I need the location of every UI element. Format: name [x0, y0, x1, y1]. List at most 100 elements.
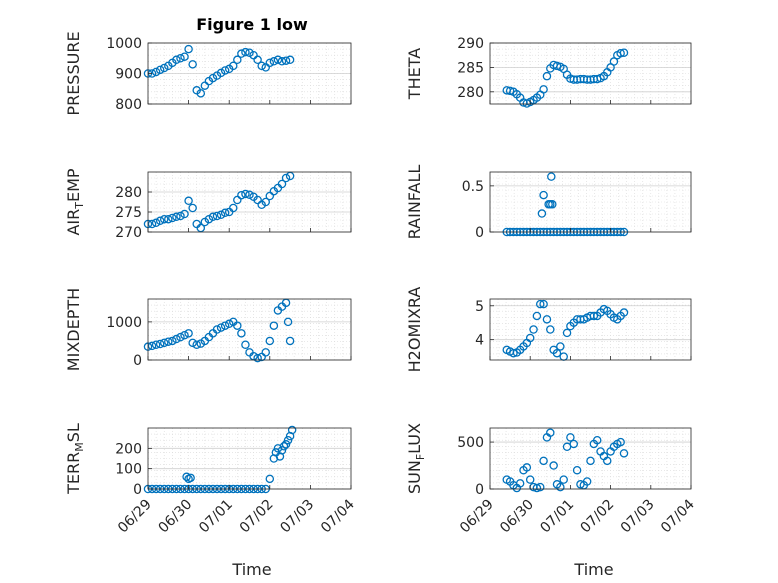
data-point	[168, 213, 177, 223]
data-point	[237, 49, 246, 58]
data-point	[277, 179, 287, 189]
data-point	[172, 212, 181, 222]
data-point	[546, 325, 555, 334]
x-axis-label-left: Time	[231, 560, 271, 579]
panel-sun_flux: 0 500 06/29 06/30 07/01 07/02 07/03 07/04 SUNFLU…	[405, 423, 698, 536]
data-point	[212, 325, 222, 334]
data-point	[176, 332, 185, 342]
data-point	[186, 473, 195, 483]
data-point	[619, 449, 629, 458]
panel-air_temp: 270 275 280 AIRTEMP	[64, 168, 352, 241]
y-tick-label: 0	[133, 353, 142, 369]
x-tick-label: 06/29	[457, 497, 497, 537]
y-tick-label: 280	[457, 85, 484, 101]
data-point	[265, 58, 275, 68]
data-point	[525, 475, 535, 484]
data-point	[196, 89, 206, 98]
data-point	[548, 200, 557, 209]
data-point	[159, 338, 169, 348]
data-point	[172, 55, 181, 65]
data-point	[281, 173, 291, 183]
x-tick-label: 07/01	[537, 497, 577, 537]
data-point	[155, 216, 165, 226]
data-point	[237, 329, 246, 338]
data-point	[192, 340, 201, 349]
data-point	[277, 57, 287, 66]
data-point	[281, 440, 291, 449]
data-point	[233, 321, 242, 330]
x-tick-label: 07/02	[237, 497, 277, 537]
data-point	[589, 311, 599, 321]
data-point	[619, 308, 629, 317]
x-tick-label: 07/04	[658, 496, 698, 536]
data-point	[552, 348, 562, 358]
y-tick-label: 4	[475, 333, 484, 349]
data-point	[164, 214, 173, 224]
y-tick-label: 500	[457, 435, 484, 451]
data-point	[616, 437, 625, 447]
data-point	[539, 85, 548, 94]
data-point	[151, 67, 161, 77]
data-point	[285, 336, 295, 346]
y-axis-label: MIXDEPTH	[64, 288, 83, 371]
series-markers	[502, 299, 629, 361]
panel-theta: 280 285 290 THETA	[405, 36, 692, 108]
data-point	[586, 456, 595, 466]
data-point	[542, 315, 552, 324]
data-point	[283, 435, 293, 445]
data-point	[159, 63, 169, 73]
data-point	[208, 212, 218, 222]
x-tick-label: 07/04	[318, 496, 358, 536]
data-point	[184, 329, 193, 338]
y-tick-label: 5	[475, 299, 484, 315]
axes-box	[489, 427, 692, 490]
data-point	[546, 428, 555, 437]
data-point	[155, 339, 165, 349]
data-point	[184, 44, 193, 54]
x-tick-label: 07/03	[618, 497, 658, 537]
y-axis-label: H2OMIXRA	[405, 287, 424, 373]
data-point	[216, 323, 226, 332]
panel-terr_msl: 0 100 200 06/29 06/30 07/01 07/02 07/03 07/04 TER…	[64, 423, 358, 536]
data-point	[229, 203, 238, 213]
data-point	[542, 71, 552, 81]
data-point	[619, 48, 629, 58]
data-point	[257, 61, 266, 71]
data-point	[233, 55, 242, 65]
data-point	[220, 66, 230, 75]
data-point	[241, 340, 250, 349]
data-point	[572, 465, 582, 475]
data-point	[562, 328, 572, 338]
data-point	[279, 442, 289, 451]
data-point	[229, 61, 238, 71]
data-point	[509, 348, 518, 358]
data-point	[253, 353, 262, 363]
data-point	[505, 86, 515, 96]
data-point	[261, 348, 270, 357]
y-tick-label: 270	[115, 225, 142, 241]
y-axis-label: TERRMSL	[64, 423, 86, 495]
data-point	[592, 74, 602, 84]
data-point	[603, 456, 612, 466]
data-point	[269, 321, 279, 330]
x-tick-label: 06/30	[156, 497, 196, 537]
data-point	[536, 299, 545, 309]
data-point	[532, 311, 542, 321]
data-point	[616, 48, 625, 58]
data-point	[522, 463, 532, 472]
grid-lines	[490, 299, 691, 360]
data-point	[592, 435, 602, 445]
y-tick-label: 1000	[106, 36, 142, 52]
data-point	[147, 219, 157, 229]
data-point	[180, 52, 189, 61]
data-point	[287, 425, 297, 435]
panel-pressure: 800 900 1000 PRESSURE	[64, 31, 352, 116]
data-point	[556, 342, 565, 351]
data-point	[525, 333, 535, 343]
data-point	[168, 336, 177, 346]
data-point	[547, 172, 556, 181]
y-tick-label: 280	[115, 185, 142, 201]
data-point	[184, 196, 193, 206]
panel-mixdepth: 0 1000 MIXDEPTH	[64, 288, 352, 371]
